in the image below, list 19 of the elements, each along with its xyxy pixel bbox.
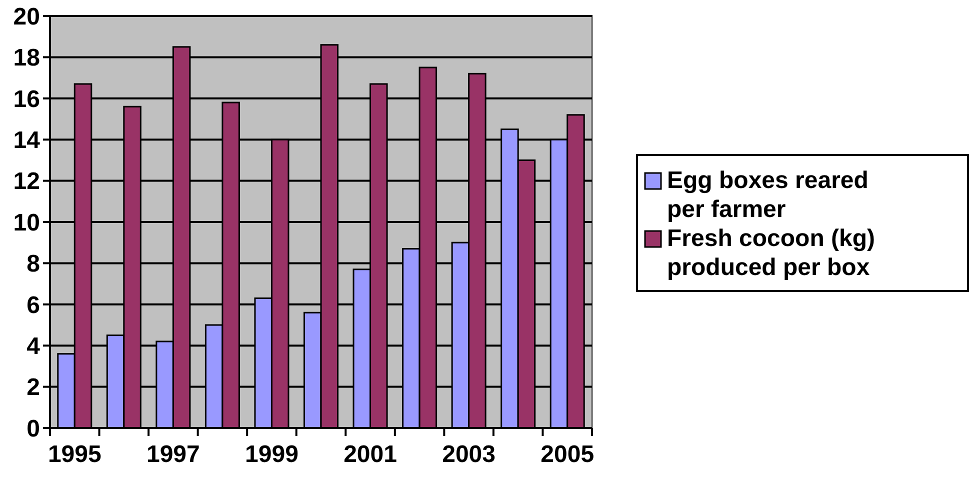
y-tick-label: 2	[26, 374, 40, 402]
x-tick-label: 2001	[344, 441, 397, 468]
y-tick-label: 18	[13, 44, 40, 72]
x-tick-label: 2005	[540, 441, 594, 468]
y-tick-label: 10	[13, 209, 40, 236]
x-tick-label: 1999	[245, 441, 298, 468]
y-tick-label: 8	[26, 250, 40, 278]
y-tick-label: 20	[13, 3, 40, 30]
y-tick-label: 16	[13, 86, 40, 113]
x-tick-label: 2003	[442, 441, 496, 468]
y-tick-label: 4	[26, 333, 41, 360]
y-tick-label: 14	[13, 127, 41, 154]
x-tick-label: 1995	[48, 441, 102, 468]
x-tick-label: 1997	[146, 441, 200, 468]
y-tick-label: 6	[26, 292, 40, 319]
legend-label: Egg boxes reared per farmer	[667, 167, 868, 223]
legend-label: Fresh cocoon (kg) produced per box	[667, 225, 876, 281]
y-tick-label: 12	[13, 168, 40, 196]
y-tick-label: 0	[26, 415, 40, 442]
